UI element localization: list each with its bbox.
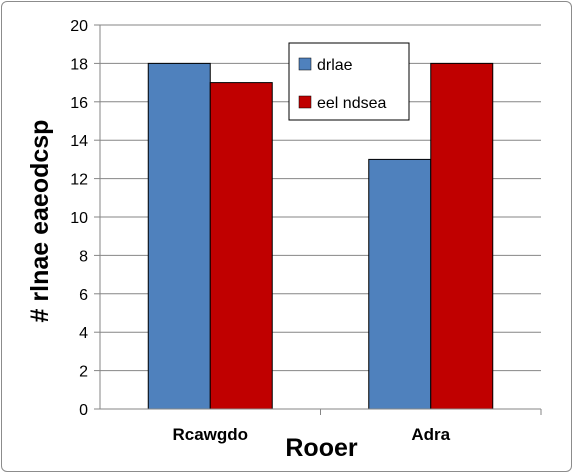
x-axis-title: Rooer — [285, 434, 358, 462]
bars — [147, 62, 494, 410]
y-tick-label: 18 — [70, 56, 88, 73]
legend-label-series-1: drlae — [317, 57, 353, 74]
y-tick-label: 10 — [70, 210, 88, 227]
y-tick-label: 16 — [70, 95, 88, 112]
axes — [99, 25, 541, 410]
y-tick-label: 12 — [70, 172, 88, 189]
bar-rcawgdo-series-1 — [147, 62, 211, 410]
y-tick-labels: 0 2 4 6 8 10 12 14 16 18 20 — [70, 18, 88, 419]
legend-swatch-series-2 — [298, 95, 312, 109]
x-category-label: Rcawgdo — [172, 425, 248, 444]
y-tick-label: 8 — [79, 248, 88, 265]
bar-adra-series-2 — [430, 62, 494, 410]
y-tick-label: 20 — [70, 18, 88, 35]
bar-adra-series-1 — [368, 158, 432, 410]
x-category-label: Adra — [411, 425, 450, 444]
y-tick-label: 4 — [79, 325, 88, 342]
bar-rcawgdo-series-2 — [209, 82, 273, 410]
legend-swatch-series-1 — [298, 57, 312, 71]
y-tick-label: 0 — [79, 402, 88, 419]
legend-label-series-2: eel ndsea — [317, 95, 386, 112]
y-tick-label: 14 — [70, 133, 88, 150]
legend: drlae eel ndsea — [288, 42, 410, 121]
y-tick-label: 6 — [79, 287, 88, 304]
y-tick-label: 2 — [79, 364, 88, 381]
x-category-labels: Rcawgdo Adra — [172, 425, 450, 444]
y-axis-title: # rlnae eaeodcsp — [26, 120, 54, 323]
